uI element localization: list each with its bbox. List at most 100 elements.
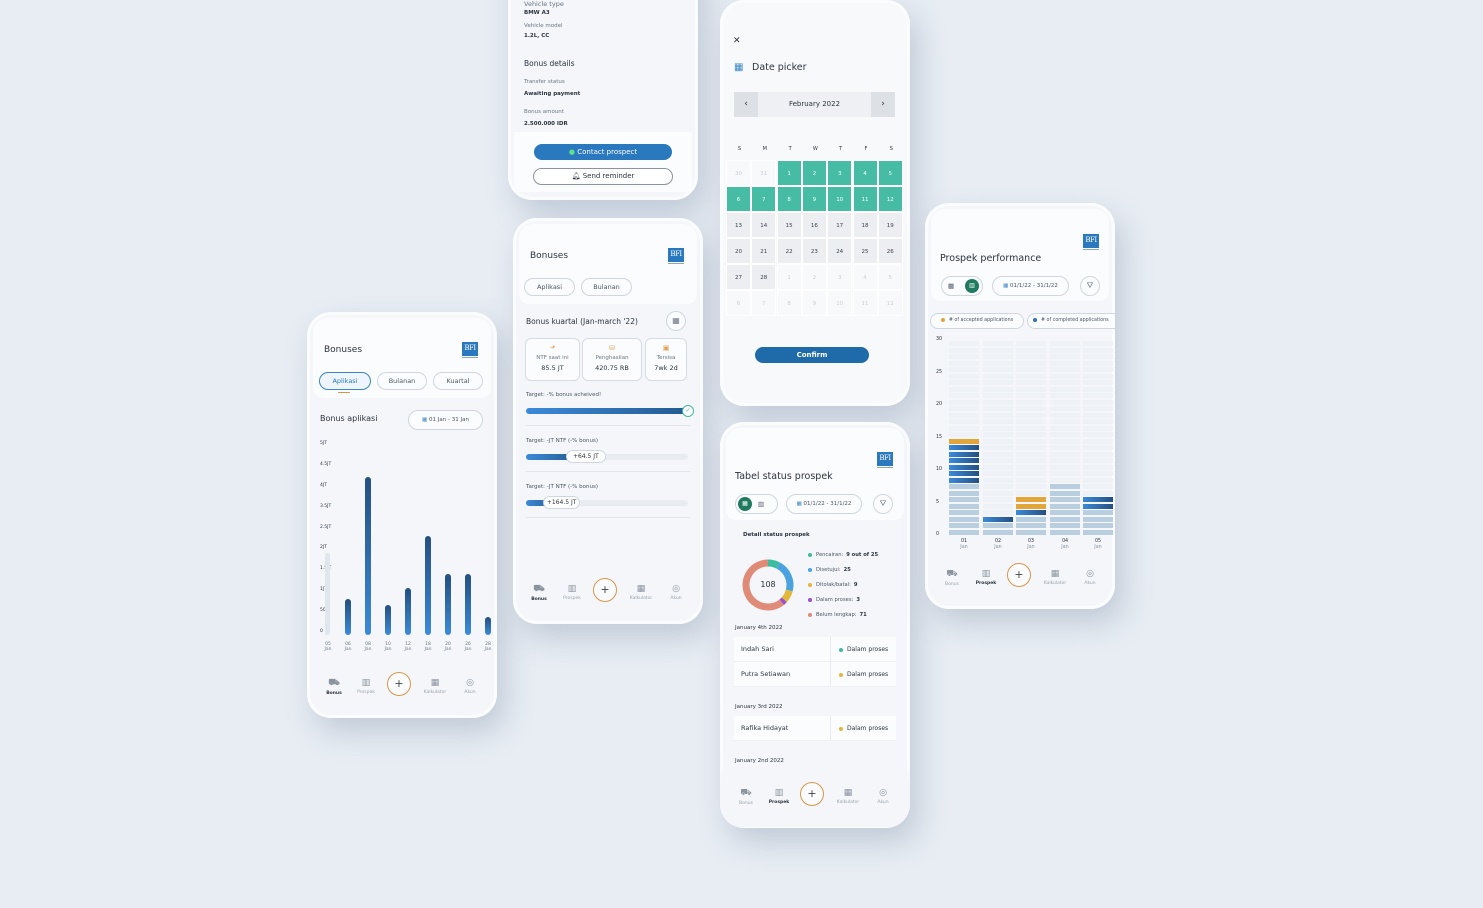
- calendar-day[interactable]: 23: [801, 238, 827, 264]
- calendar-button[interactable]: ▦: [666, 311, 686, 331]
- calendar-day[interactable]: 27: [726, 264, 751, 290]
- nav-kalkulator[interactable]: ▦ Kalkulator: [420, 678, 450, 695]
- calendar-day[interactable]: 21: [751, 238, 777, 264]
- bottom-nav: ⛟ Bonus ▥ Prospek + ▦ Kalkulator ◎ Akun: [925, 559, 1115, 601]
- calendar-day[interactable]: 10: [827, 186, 853, 212]
- y-tick-label: 5: [936, 499, 940, 505]
- nav-prospek[interactable]: ▥ Prospek: [351, 678, 381, 695]
- chart-slot: [1083, 477, 1113, 483]
- table-row[interactable]: Rafika Hidayat Dalam proses: [734, 716, 896, 741]
- nav-kalkulator[interactable]: ▦ Kalkulator: [1040, 569, 1070, 586]
- chart-view-icon[interactable]: ▥: [758, 500, 765, 508]
- table-view-icon[interactable]: ▦: [738, 497, 752, 511]
- nav-akun[interactable]: ◎ Akun: [1075, 569, 1105, 586]
- chart-slot: [1050, 399, 1080, 405]
- calendar-day[interactable]: 25: [852, 238, 878, 264]
- calendar-day[interactable]: 18: [852, 212, 878, 238]
- divider: [526, 425, 690, 426]
- add-button[interactable]: +: [1007, 563, 1031, 587]
- table-row[interactable]: Indah Sari Dalam proses: [734, 637, 896, 662]
- calendar-day[interactable]: 17: [827, 212, 853, 238]
- date-range-button[interactable]: ▦ 01/1/22 - 31/1/22: [992, 276, 1069, 296]
- legend-completed[interactable]: # of completed applications: [1027, 313, 1115, 329]
- add-button[interactable]: +: [593, 578, 617, 602]
- add-button[interactable]: +: [387, 672, 411, 696]
- nav-prospek[interactable]: ▥ Prospek: [971, 569, 1001, 586]
- send-reminder-button[interactable]: 🔔︎ Send reminder: [533, 168, 673, 185]
- chart-bar-segment: [1016, 510, 1046, 515]
- calendar-day[interactable]: 4: [852, 160, 878, 186]
- add-button[interactable]: +: [800, 782, 824, 806]
- nav-akun[interactable]: ◎ Akun: [868, 788, 898, 805]
- chart-bar-segment: [1083, 516, 1113, 522]
- legend-accepted[interactable]: # of accepted applications: [930, 313, 1024, 329]
- calendar-day[interactable]: 14: [751, 212, 777, 238]
- nav-kalkulator[interactable]: ▦ Kalkulator: [626, 584, 656, 601]
- table-view-icon[interactable]: ▦: [948, 282, 955, 290]
- chart-bar-segment: [1083, 510, 1113, 515]
- tab-kuartal[interactable]: Kuartal: [433, 372, 483, 390]
- nav-bonus[interactable]: ⛟ Bonus: [937, 569, 967, 587]
- view-toggle[interactable]: ▦ ▥: [735, 494, 778, 514]
- filter-button[interactable]: ⛛: [1080, 276, 1100, 296]
- nav-akun[interactable]: ◎ Akun: [455, 678, 485, 695]
- calendar-day[interactable]: 6: [726, 186, 751, 212]
- tab-aplikasi[interactable]: Aplikasi: [319, 372, 371, 390]
- calendar-day[interactable]: 7: [751, 186, 777, 212]
- calendar-day[interactable]: 13: [726, 212, 751, 238]
- calendar-day[interactable]: 11: [852, 186, 878, 212]
- calendar-day[interactable]: 1: [776, 160, 802, 186]
- chart-bar-segment: [949, 445, 979, 450]
- calendar-day[interactable]: 26: [877, 238, 903, 264]
- calendar-day[interactable]: 19: [877, 212, 903, 238]
- chart-slot: [983, 451, 1013, 457]
- nav-prospek[interactable]: ▥ Prospek: [557, 584, 587, 601]
- calendar-day[interactable]: 8: [776, 186, 802, 212]
- date-range-button[interactable]: ▦ 01/1/22 - 31/1/22: [786, 494, 862, 514]
- chart-slot: [983, 477, 1013, 483]
- nav-prospek[interactable]: ▥ Prospek: [764, 788, 794, 805]
- calculator-icon: ▦: [1050, 569, 1060, 579]
- chart-slot: [983, 438, 1013, 444]
- tab-aplikasi[interactable]: Aplikasi: [524, 278, 575, 296]
- date-range-button[interactable]: ▦ 01 Jan - 31 Jan: [408, 410, 483, 430]
- calendar-day[interactable]: 16: [801, 212, 827, 238]
- chart-view-icon[interactable]: ▥: [965, 279, 979, 293]
- calendar-icon: ▦: [734, 62, 744, 73]
- contact-prospect-button[interactable]: ● Contact prospect: [534, 144, 672, 160]
- tab-bulanan[interactable]: Bulanan: [377, 372, 427, 390]
- chart-slot: [983, 425, 1013, 431]
- nav-akun[interactable]: ◎ Akun: [661, 584, 691, 601]
- calendar-day[interactable]: 20: [726, 238, 751, 264]
- chart-bar-segment: [1050, 484, 1080, 489]
- tab-bulanan[interactable]: Bulanan: [581, 278, 632, 296]
- calendar-day[interactable]: 9: [801, 186, 827, 212]
- chart-bar-segment: [1016, 497, 1046, 502]
- calendar-day[interactable]: 5: [877, 160, 903, 186]
- chart-slot: [983, 360, 1013, 366]
- calendar-day[interactable]: 3: [827, 160, 853, 186]
- x-tick-day: 01: [960, 539, 968, 544]
- nav-bonus[interactable]: ⛟ Bonus: [319, 678, 349, 696]
- nav-bonus[interactable]: ⛟ Bonus: [524, 584, 554, 602]
- next-month-button[interactable]: ›: [871, 92, 895, 117]
- nav-kalkulator[interactable]: ▦ Kalkulator: [833, 788, 863, 805]
- close-icon[interactable]: ✕: [733, 36, 741, 46]
- chart-slot: [983, 471, 1013, 476]
- calendar-day[interactable]: 28: [751, 264, 777, 290]
- nav-bonus[interactable]: ⛟ Bonus: [731, 788, 761, 806]
- chart-bar-segment: [1016, 516, 1046, 522]
- chart-slot: [1016, 484, 1046, 489]
- calendar-day[interactable]: 15: [776, 212, 802, 238]
- table-row[interactable]: Putra Setiawan Dalam proses: [734, 662, 896, 687]
- confirm-button[interactable]: Confirm: [755, 347, 869, 363]
- prev-month-button[interactable]: ‹: [734, 92, 758, 117]
- calendar-day[interactable]: 12: [877, 186, 903, 212]
- calendar-day[interactable]: 22: [776, 238, 802, 264]
- card-value: 85.5 JT: [541, 364, 564, 372]
- view-toggle[interactable]: ▦ ▥: [941, 276, 983, 296]
- calendar-day[interactable]: 2: [801, 160, 827, 186]
- chart-bar: [485, 617, 491, 635]
- calendar-day[interactable]: 24: [827, 238, 853, 264]
- filter-button[interactable]: ⛛: [873, 494, 893, 514]
